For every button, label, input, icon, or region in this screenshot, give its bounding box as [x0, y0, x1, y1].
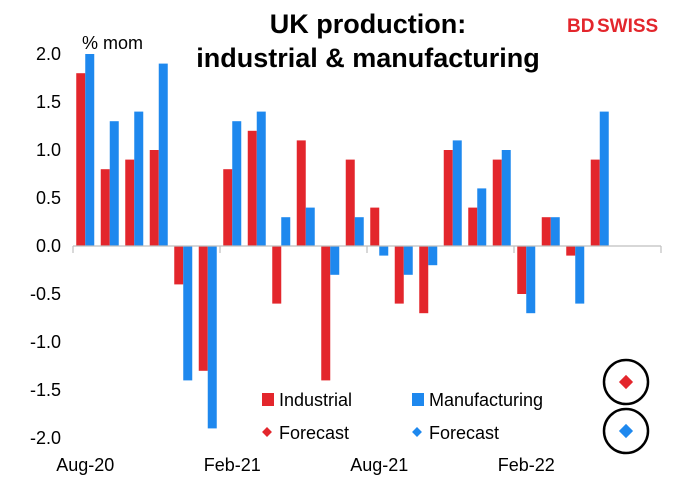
x-tick-label: Aug-21: [350, 455, 408, 475]
bar-industrial: [566, 246, 576, 256]
bar-industrial: [468, 207, 478, 246]
forecast-circle-manufacturing: [602, 407, 650, 455]
legend-label-forecast-industrial: Forecast: [279, 423, 349, 443]
y-axis-unit-label: % mom: [82, 33, 143, 53]
bar-series: [76, 54, 609, 429]
bar-industrial: [100, 169, 110, 246]
legend-label-forecast-manufacturing: Forecast: [429, 423, 499, 443]
forecast-diamond-manufacturing: [618, 423, 634, 439]
y-tick-label: -1.5: [30, 380, 61, 400]
x-tick-label: Feb-21: [204, 455, 261, 475]
bar-manufacturing: [109, 121, 119, 246]
x-tick-label: Feb-22: [498, 455, 555, 475]
bar-manufacturing: [330, 246, 340, 275]
bar-industrial: [198, 246, 208, 371]
bar-manufacturing: [158, 63, 168, 246]
legend-marker-forecast-manufacturing: [412, 427, 422, 437]
bar-industrial: [247, 130, 257, 246]
bar-industrial: [492, 159, 502, 246]
logo-text-bd: BD: [567, 16, 594, 37]
bar-manufacturing: [452, 140, 462, 246]
bar-industrial: [321, 246, 331, 381]
bar-industrial: [223, 169, 233, 246]
x-tick-label: Aug-20: [56, 455, 114, 475]
y-tick-label: -0.5: [30, 284, 61, 304]
brand-logo: BD SWISS: [567, 16, 658, 37]
legend: Industrial Manufacturing Forecast Foreca…: [262, 390, 543, 443]
bar-manufacturing: [379, 246, 389, 256]
bar-manufacturing: [281, 217, 291, 246]
logo-text-swiss: SWISS: [597, 16, 658, 37]
forecast-callouts: [602, 358, 650, 455]
bar-industrial: [345, 159, 355, 246]
legend-marker-forecast-industrial: [262, 427, 272, 437]
forecast-circle-industrial: [602, 358, 650, 406]
bar-manufacturing: [428, 246, 438, 266]
bar-industrial: [517, 246, 527, 294]
y-tick-label: 0.5: [36, 188, 61, 208]
legend-label-manufacturing: Manufacturing: [429, 390, 543, 410]
bar-industrial: [443, 150, 453, 246]
bar-manufacturing: [477, 188, 487, 246]
forecast-diamond-industrial: [618, 374, 634, 390]
bar-manufacturing: [501, 150, 511, 246]
chart-title-line2: industrial & manufacturing: [196, 43, 540, 73]
bar-manufacturing: [403, 246, 413, 275]
bar-industrial: [394, 246, 404, 304]
y-tick-label: 2.0: [36, 44, 61, 64]
y-tick-label: -1.0: [30, 332, 61, 352]
bar-industrial: [174, 246, 184, 285]
bar-industrial: [272, 246, 282, 304]
x-axis: [72, 245, 662, 253]
bar-industrial: [296, 140, 306, 246]
bar-industrial: [541, 217, 551, 246]
bar-industrial: [76, 73, 86, 246]
x-axis-ticks: Aug-20 Feb-21 Aug-21 Feb-22: [56, 455, 555, 475]
legend-swatch-manufacturing: [412, 393, 424, 406]
bar-manufacturing: [232, 121, 242, 246]
bar-industrial: [125, 159, 135, 246]
y-tick-label: -2.0: [30, 428, 61, 448]
bar-manufacturing: [305, 207, 315, 246]
legend-label-industrial: Industrial: [279, 390, 352, 410]
chart-title-line1: UK production:: [270, 9, 466, 39]
bar-manufacturing: [85, 54, 95, 246]
bar-manufacturing: [134, 111, 144, 246]
bar-manufacturing: [526, 246, 536, 314]
bar-industrial: [370, 207, 380, 246]
y-tick-label: 0.0: [36, 236, 61, 256]
y-tick-label: 1.0: [36, 140, 61, 160]
bar-industrial: [419, 246, 429, 314]
bar-manufacturing: [354, 217, 364, 246]
bar-manufacturing: [550, 217, 560, 246]
bar-manufacturing: [575, 246, 585, 304]
bar-manufacturing: [599, 111, 609, 246]
y-axis-ticks: 2.0 1.5 1.0 0.5 0.0 -0.5 -1.0 -1.5 -2.0: [30, 44, 61, 448]
bar-industrial: [590, 159, 600, 246]
y-tick-label: 1.5: [36, 92, 61, 112]
legend-swatch-industrial: [262, 393, 274, 406]
bar-manufacturing: [183, 246, 193, 381]
bar-manufacturing: [256, 111, 266, 246]
bar-manufacturing: [207, 246, 217, 429]
bar-industrial: [149, 150, 159, 246]
